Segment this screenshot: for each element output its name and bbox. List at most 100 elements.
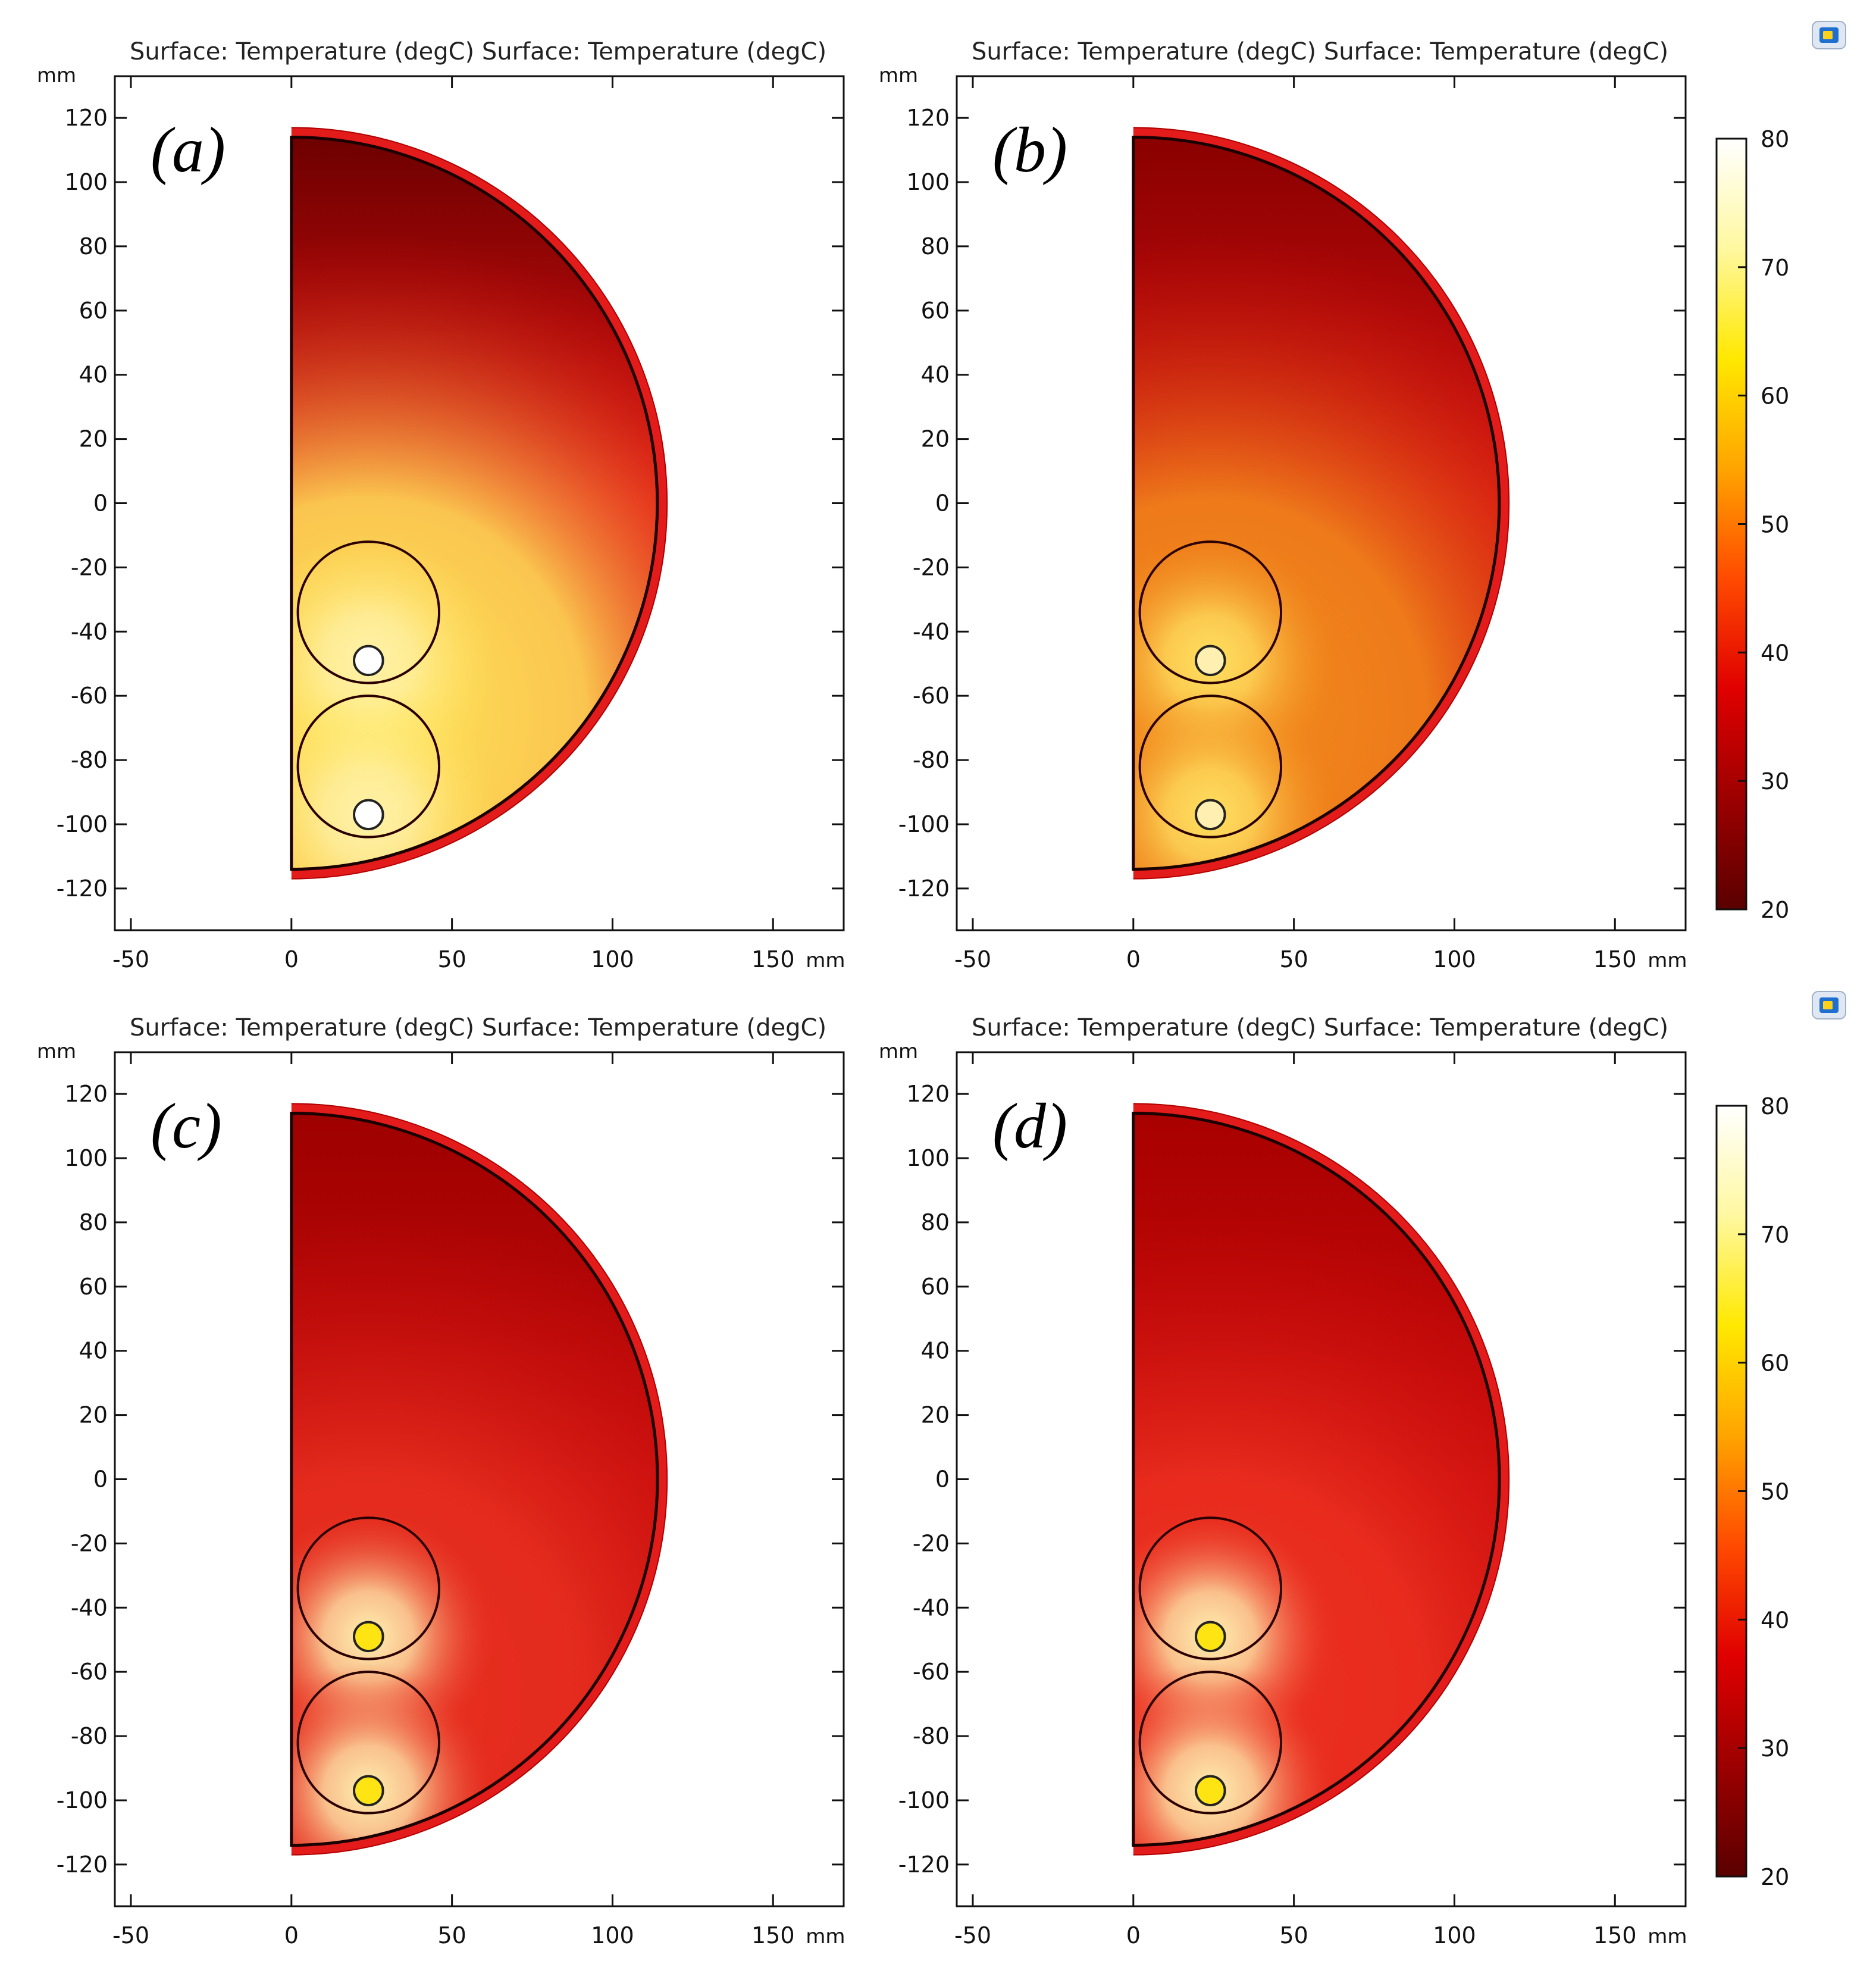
panel-label: (b) (992, 115, 1067, 186)
colorbar-tick-label: 70 (1761, 1222, 1789, 1248)
panel-a: Surface: Temperature (degC) Surface: Tem… (37, 38, 845, 972)
panel-c: Surface: Temperature (degC) Surface: Tem… (37, 1014, 845, 1949)
colorbar-tick-label: 40 (1761, 640, 1789, 666)
pipe-inner-circle (353, 1621, 384, 1653)
y-tick-label: 80 (79, 1209, 108, 1236)
x-tick-label: 150 (1593, 1922, 1637, 1949)
x-axis-unit: mm (1648, 1925, 1687, 1949)
pipe-inner-circle (353, 1775, 384, 1807)
colorbar-tick-label: 80 (1761, 126, 1789, 152)
x-tick-label: -50 (954, 946, 991, 972)
y-tick-label: 120 (64, 105, 108, 131)
x-tick-label: 50 (1279, 946, 1308, 972)
y-tick-label: -20 (913, 554, 950, 580)
pipe-inner-circle (1195, 1775, 1226, 1807)
y-tick-label: -40 (913, 618, 950, 645)
y-tick-label: 40 (79, 362, 108, 388)
colorbar-tick-label: 30 (1761, 1735, 1789, 1762)
y-tick-label: -60 (913, 683, 950, 709)
colorbar-tick-label: 40 (1761, 1607, 1789, 1633)
pipe-inner-circle (1195, 645, 1226, 677)
x-axis-unit: mm (1648, 949, 1687, 972)
y-tick-label: -80 (71, 747, 108, 773)
panel-title: Surface: Temperature (degC) Surface: Tem… (972, 38, 1668, 65)
panel-title: Surface: Temperature (degC) Surface: Tem… (972, 1014, 1668, 1042)
pipe-outer-circle (1138, 695, 1283, 839)
app-logo-icon (1812, 991, 1846, 1019)
y-tick-label: 20 (921, 426, 950, 452)
colorbar-tick-label: 30 (1761, 768, 1789, 795)
x-axis-unit: mm (806, 949, 845, 972)
y-tick-label: 60 (921, 1274, 950, 1300)
y-tick-label: -60 (71, 1659, 108, 1685)
y-tick-label: -100 (57, 1787, 108, 1813)
y-tick-label: 100 (64, 169, 108, 195)
x-tick-label: 100 (1433, 946, 1476, 972)
pipe-hotspot (1133, 137, 1499, 870)
pipe-hotspot (1133, 1113, 1500, 1846)
y-tick-label: -40 (71, 618, 108, 645)
y-tick-label: 80 (79, 233, 108, 259)
x-tick-label: -50 (112, 946, 149, 972)
y-tick-label: 120 (64, 1081, 108, 1107)
y-tick-label: -100 (898, 811, 950, 837)
y-tick-label: -120 (898, 1851, 950, 1878)
colorbar-tick-label: 50 (1761, 512, 1789, 538)
pipe-outer-circle (296, 1671, 441, 1815)
colorbar-tick-label: 50 (1761, 1479, 1789, 1505)
y-tick-label: -20 (71, 554, 108, 580)
y-axis-label: mm (37, 1040, 76, 1064)
colorbar-tick-label: 60 (1761, 1350, 1789, 1377)
y-tick-label: -120 (57, 875, 108, 902)
y-tick-label: -60 (71, 683, 108, 709)
y-tick-label: 0 (93, 490, 108, 517)
pipe-outer-circle (1138, 540, 1283, 684)
y-tick-label: 120 (906, 1081, 950, 1107)
panel-title: Surface: Temperature (degC) Surface: Tem… (130, 38, 826, 65)
inner-boundary (1132, 1111, 1501, 1847)
x-tick-label: 50 (1279, 1922, 1308, 1949)
pipe-hotspot (291, 1113, 658, 1846)
y-tick-label: -80 (913, 1723, 950, 1749)
y-tick-label: -60 (913, 1659, 950, 1685)
x-tick-label: 100 (591, 1922, 634, 1949)
pipe-hotspot (291, 137, 657, 870)
y-tick-label: 0 (935, 490, 950, 517)
x-tick-label: 150 (751, 1922, 795, 1949)
pipe-inner-circle (353, 799, 384, 831)
x-axis-unit: mm (806, 1925, 845, 1949)
y-tick-label: 120 (906, 105, 950, 131)
pipe-inner-circle (1195, 1621, 1226, 1653)
x-tick-label: 150 (1593, 946, 1637, 972)
colorbar-tick-label: 70 (1761, 255, 1789, 281)
y-tick-label: 40 (921, 1338, 950, 1364)
y-axis-label: mm (879, 64, 918, 87)
pipe-outer-circle (296, 1516, 441, 1660)
colorbar-tick-label: 20 (1761, 897, 1789, 923)
panel-label: (d) (992, 1091, 1067, 1162)
pipe-inner-circle (1195, 799, 1226, 831)
y-tick-label: -40 (71, 1594, 108, 1621)
y-tick-label: 0 (935, 1466, 950, 1493)
x-tick-label: 50 (437, 946, 466, 972)
x-tick-label: 50 (437, 1922, 466, 1949)
pipe-outer-circle (1138, 1671, 1283, 1815)
panel-label: (c) (151, 1091, 222, 1162)
y-tick-label: -120 (57, 1851, 108, 1878)
y-tick-label: 100 (906, 1145, 950, 1171)
panel-d: Surface: Temperature (degC) Surface: Tem… (879, 1014, 1687, 1949)
panel-label: (a) (151, 115, 226, 186)
y-tick-label: 60 (79, 1274, 108, 1300)
y-axis-label: mm (879, 1040, 918, 1064)
x-tick-label: -50 (112, 1922, 149, 1949)
y-tick-label: -40 (913, 1594, 950, 1621)
y-tick-label: 80 (921, 233, 950, 259)
y-tick-label: -120 (898, 875, 950, 902)
colorbar-tick-label: 20 (1761, 1864, 1789, 1890)
y-tick-label: 60 (921, 298, 950, 324)
app-logo-icon (1812, 21, 1846, 49)
x-tick-label: -50 (954, 1922, 991, 1949)
y-tick-label: 40 (921, 362, 950, 388)
x-tick-label: 0 (284, 946, 299, 972)
